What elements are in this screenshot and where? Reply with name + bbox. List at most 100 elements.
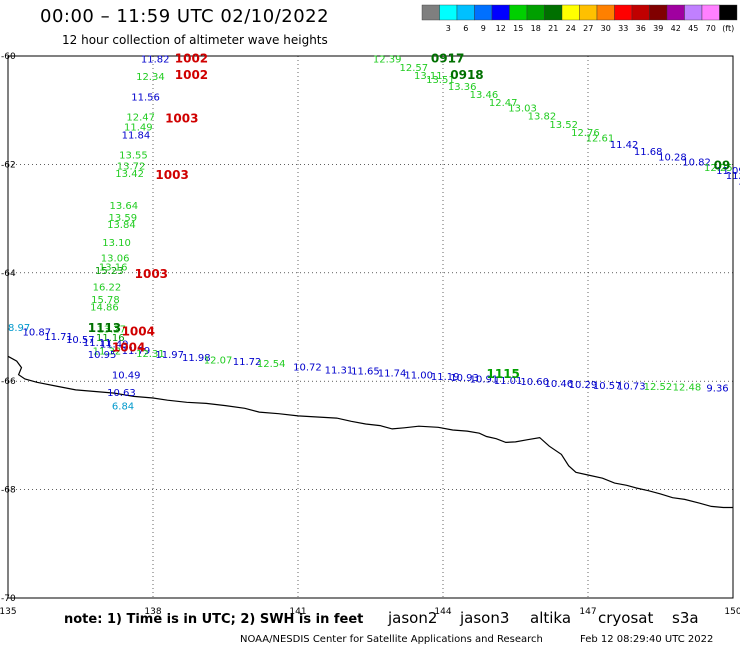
scale-label: 42: [671, 24, 681, 33]
pass-time-label: 09: [714, 158, 731, 172]
pass-time-label: 1003: [165, 111, 198, 125]
wave-height-value: 9.36: [706, 384, 728, 395]
wave-height-value: 11.79: [122, 346, 151, 357]
satellite-legend-cryosat: cryosat: [598, 609, 654, 627]
pass-time-label: 1003: [135, 267, 168, 281]
wave-height-value: 10.60: [520, 377, 549, 388]
wave-height-value: 13.10: [102, 238, 131, 249]
scale-label: 36: [636, 24, 646, 33]
wave-height-value: 10.57: [66, 335, 95, 346]
footer-note: note: 1) Time is in UTC; 2) SWH is in fe…: [64, 612, 364, 627]
pass-time-label: 0917: [431, 52, 464, 66]
lat-tick-label: -64: [1, 269, 16, 279]
lon-tick-label: 147: [579, 607, 596, 617]
page-title: 00:00 – 11:59 UTC 02/10/2022: [40, 6, 330, 27]
wave-height-value: 11.31: [325, 365, 354, 376]
wave-height-value: 13.64: [110, 201, 139, 212]
wave-height-value: 11.31: [726, 171, 740, 182]
wave-height-value: 12.07: [204, 356, 233, 367]
wave-height-value: 11.09: [716, 166, 740, 177]
wave-height-value: 11.72: [233, 357, 262, 368]
scale-label: 21: [548, 24, 558, 33]
satellite-legend-jason3: jason3: [460, 609, 510, 627]
scale-label: 18: [531, 24, 541, 33]
wave-height-value: 11.32: [93, 346, 122, 357]
pass-time-label: 1002: [175, 52, 208, 66]
pass-time-label: 1115: [487, 367, 520, 381]
wave-height-value: 12.39: [373, 55, 402, 66]
scale-label: 6: [463, 24, 468, 33]
wave-height-value: 12.34: [136, 72, 165, 83]
scale-swatch: [544, 4, 563, 21]
wave-height-value: 11.98: [182, 353, 211, 364]
wave-height-value: 10.29: [569, 380, 598, 391]
lon-tick-label: 135: [0, 607, 17, 617]
antarctic-coastline: [7, 355, 733, 509]
wave-height-value: 10.57: [593, 381, 622, 392]
wave-height-value: 6.84: [112, 402, 134, 413]
scale-swatch: [684, 4, 703, 21]
scale-swatch: [474, 4, 493, 21]
satellite-legend-s3a: s3a: [672, 609, 699, 627]
scale-swatch: [631, 4, 650, 21]
scale-swatch: [509, 4, 528, 21]
wave-height-value: 13.11: [414, 71, 443, 82]
scale-swatch: [614, 4, 633, 21]
wave-height-value: 15.23: [95, 266, 124, 277]
scale-label: (ft): [722, 24, 734, 33]
wave-height-value: 16.22: [93, 282, 122, 293]
scale-swatch: [491, 4, 510, 21]
scale-swatch: [596, 4, 615, 21]
pass-time-label: 1004: [112, 341, 145, 355]
generated-timestamp: Feb 12 08:29:40 UTC 2022: [580, 634, 714, 645]
scale-label: 30: [601, 24, 611, 33]
scale-swatch: [666, 4, 685, 21]
scale-label: 39: [653, 24, 663, 33]
lon-tick-label: 150: [724, 607, 740, 617]
pass-time-label: 0918: [450, 68, 483, 82]
lat-tick-label: -60: [1, 52, 16, 62]
wave-height-value: 13.36: [448, 82, 477, 93]
wave-height-value: 10.95: [88, 350, 117, 361]
scale-swatch: [421, 4, 440, 21]
lon-tick-label: 141: [289, 607, 306, 617]
wave-height-value: 13.59: [109, 213, 138, 224]
wave-height-value: 10.82: [682, 158, 711, 169]
scale-swatch: [649, 4, 668, 21]
scale-label: 12: [496, 24, 506, 33]
wave-height-value: 11.49: [124, 122, 153, 133]
lat-tick-label: -66: [1, 377, 16, 387]
scale-swatch: [526, 4, 545, 21]
wave-height-value: 12.31: [136, 349, 165, 360]
wave-height-value: 11.56: [131, 93, 160, 104]
wave-height-value: 13.16: [99, 262, 128, 273]
wave-height-value: 11.97: [155, 350, 184, 361]
wave-height-value: 11.49: [100, 339, 129, 350]
wave-height-observations: 11.8212.3411.5612.4711.4911.8413.5513.72…: [8, 55, 740, 413]
wave-height-value: 13.72: [117, 161, 146, 172]
lat-tick-label: -70: [1, 594, 16, 604]
wave-height-value: 13.03: [508, 103, 537, 114]
lat-tick-label: -68: [1, 486, 16, 496]
scale-label: 70: [706, 24, 716, 33]
wave-height-value: 10.28: [658, 152, 687, 163]
wave-height-value: 11.74: [378, 369, 407, 380]
wave-height-value: 10.72: [293, 363, 322, 374]
wave-height-value: 13.27: [97, 325, 126, 336]
wave-height-value: 10.63: [107, 388, 136, 399]
wave-height-value: 11.01: [494, 376, 523, 387]
pass-time-label: 1004: [122, 324, 155, 338]
wave-height-value: 13.52: [549, 120, 578, 131]
scale-label: 24: [566, 24, 576, 33]
graticule: [8, 56, 733, 598]
wave-height-value: 11.65: [351, 366, 380, 377]
color-scale-legend: 3 6 9 12 15 18 21 24 27 30 33 36 39 42 45 70 (ft): [421, 4, 738, 33]
scale-label: 27: [583, 24, 593, 33]
wave-height-value: 11.0: [738, 177, 740, 188]
wave-height-value: 13.51: [426, 75, 455, 86]
wave-height-value: 12.52: [644, 382, 673, 393]
map-frame: [7, 55, 734, 599]
wave-height-value: 13.42: [115, 169, 144, 180]
